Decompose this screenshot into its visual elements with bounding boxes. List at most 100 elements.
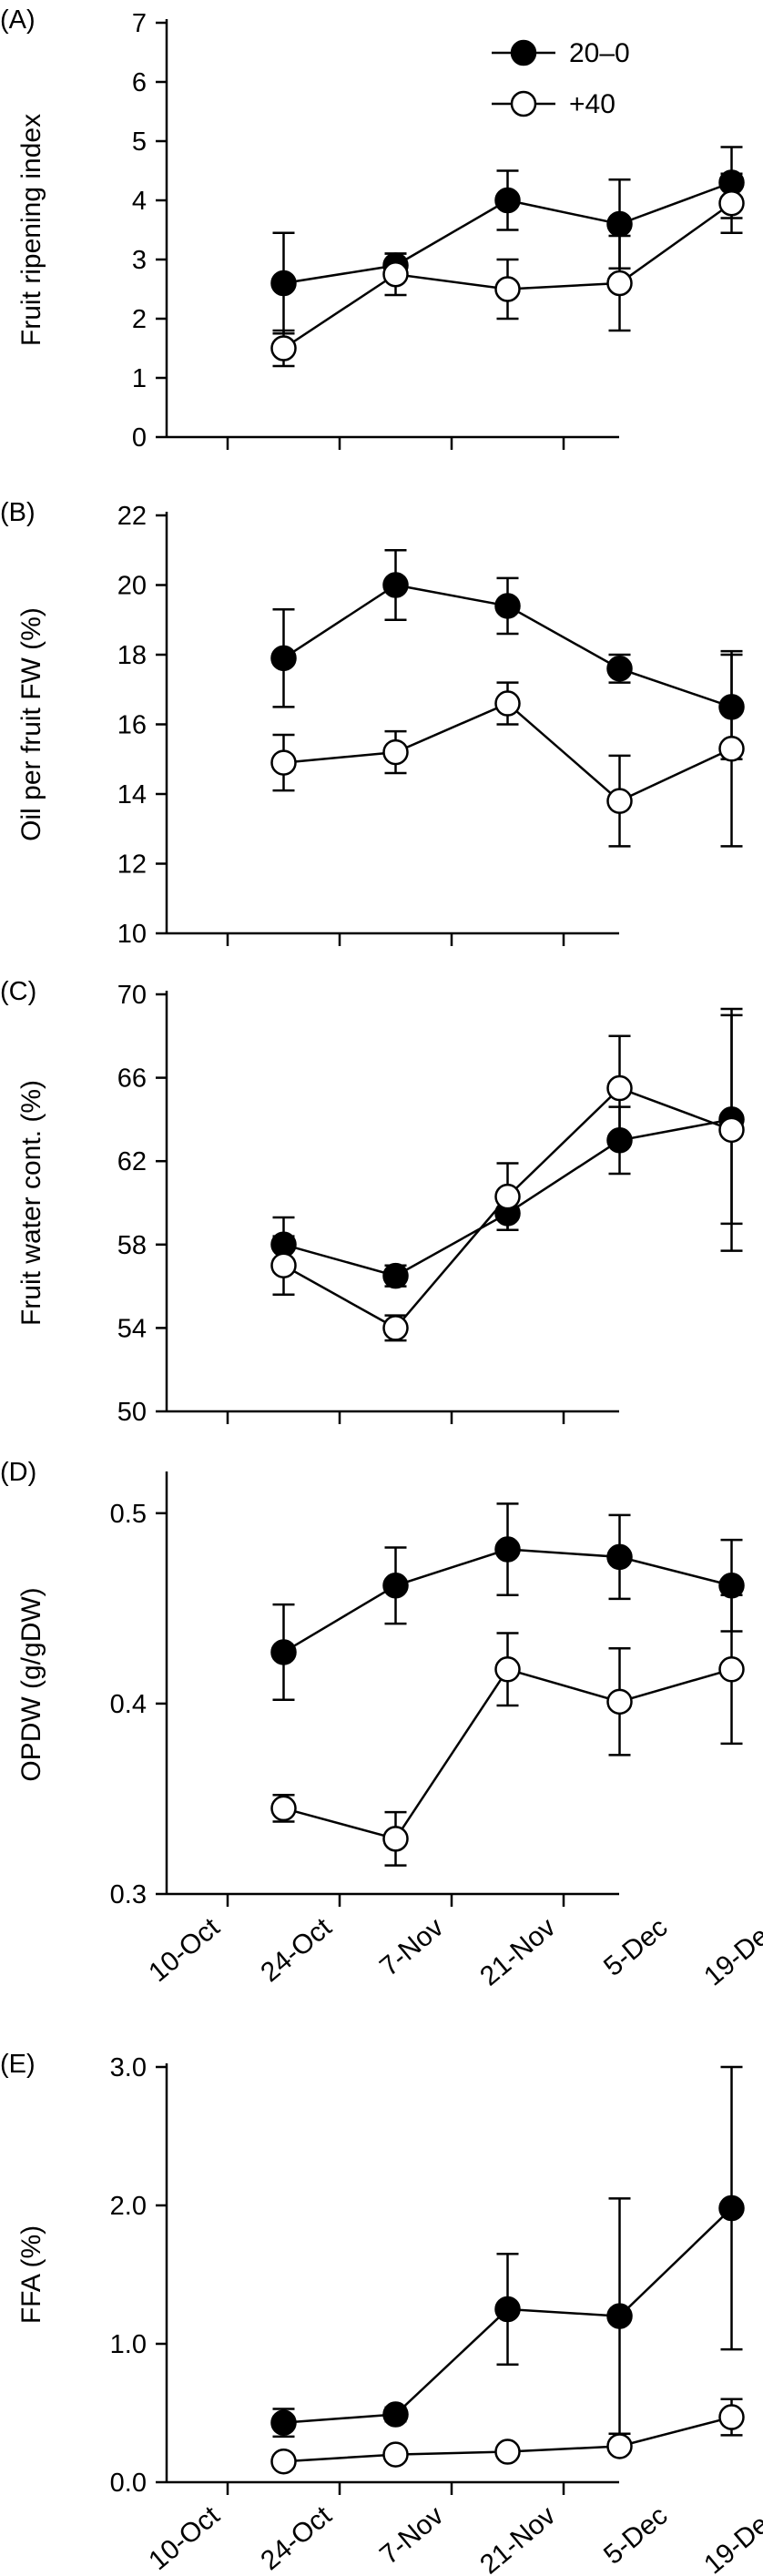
data-point-open (270, 1252, 297, 1278)
data-point-open (382, 1826, 409, 1852)
y-tick-label: 5 (132, 127, 147, 157)
y-tick-label: 58 (117, 1231, 147, 1260)
data-point-filled (606, 210, 633, 238)
data-point-open (382, 261, 409, 288)
x-tick-label: 10-Oct (143, 1912, 226, 1989)
y-tick-label: 6 (132, 68, 147, 97)
y-axis-title: Fruit ripening index (16, 114, 46, 346)
y-tick-label: 10 (117, 920, 147, 949)
data-point-filled (494, 2296, 521, 2323)
x-tick-label: 24-Oct (255, 2500, 338, 2576)
y-tick-label: 16 (117, 711, 147, 740)
data-point-open (494, 690, 521, 717)
y-tick-label: 66 (117, 1064, 147, 1094)
x-tick-label: 10-Oct (143, 2500, 226, 2576)
data-point-open (270, 749, 297, 776)
y-tick-label: 0.4 (110, 1690, 147, 1719)
y-tick-label: 22 (117, 502, 147, 531)
data-point-open (382, 2441, 409, 2468)
data-point-open (270, 2448, 297, 2475)
data-point-open (494, 1183, 521, 1210)
y-tick-label: 14 (117, 780, 147, 809)
y-tick-label: 3.0 (110, 2053, 147, 2082)
x-tick-label: 5-Dec (598, 1912, 674, 1982)
chart-panel-b: 10 12 14 16 18 20 22 Oil per fruit FW (%) (B) (0, 498, 745, 949)
y-tick-label: 4 (132, 187, 147, 216)
data-point-filled (270, 2409, 297, 2436)
panel-label: (A) (0, 5, 36, 35)
y-axis-title: Oil per fruit FW (%) (16, 607, 46, 841)
y-tick-label: 12 (117, 850, 147, 880)
data-point-filled (270, 270, 297, 297)
legend-label: 20–0 (569, 38, 630, 68)
data-point-filled (382, 1262, 409, 1289)
data-point-open (718, 190, 745, 217)
y-axis-title: Fruit water cont. (%) (16, 1080, 46, 1326)
data-point-open (718, 2404, 745, 2430)
data-point-open (606, 1074, 633, 1102)
data-point-open (718, 1656, 745, 1683)
data-point-filled (382, 1573, 409, 1599)
x-tick-label: 21-Nov (474, 1912, 561, 1991)
y-tick-label: 20 (117, 572, 147, 601)
y-tick-label: 1.0 (110, 2330, 147, 2359)
y-tick-label: 50 (117, 1398, 147, 1427)
chart-panel-a: 0 1 2 3 4 5 6 7 Fruit ripening index (A) 20–0 +40 (0, 5, 745, 453)
x-tick-label: 19-Dec (698, 2500, 763, 2576)
data-point-filled (494, 187, 521, 214)
x-tick-label: 7-Nov (374, 1912, 450, 1982)
x-tick-label: 19-Dec (698, 1912, 763, 1991)
chart-panel-c: 50 54 58 62 66 70 Fruit water cont. (%) (C) (0, 977, 745, 1427)
panel-label: (D) (0, 1458, 36, 1487)
data-point-filled (494, 1536, 521, 1563)
y-tick-label: 1 (132, 364, 147, 393)
data-point-filled (606, 656, 633, 682)
data-point-open (270, 1795, 297, 1822)
y-tick-label: 7 (132, 9, 147, 38)
data-point-filled (382, 572, 409, 598)
panel-label: (E) (0, 2050, 36, 2079)
x-tick-label: 24-Oct (255, 1912, 338, 1989)
y-tick-label: 0 (132, 423, 147, 453)
data-point-open (718, 736, 745, 762)
data-point-open (606, 2433, 633, 2459)
x-tick-label: 21-Nov (474, 2500, 561, 2576)
y-tick-label: 2 (132, 305, 147, 334)
panel-label: (B) (0, 498, 36, 527)
y-tick-label: 2.0 (110, 2192, 147, 2221)
legend: 20–0 +40 (492, 38, 630, 119)
data-point-open (494, 276, 521, 302)
data-point-open (382, 1315, 409, 1341)
chart-panel-e: 0.0 1.0 2.0 3.0 10-Oct 24-Oct 7-Nov 21-Nov 5-Dec… (0, 2050, 763, 2576)
data-point-filled (270, 645, 297, 672)
y-tick-label: 0.5 (110, 1500, 147, 1529)
data-point-open (718, 1116, 745, 1144)
data-point-filled (270, 1639, 297, 1665)
data-point-open (606, 1688, 633, 1716)
legend-label: +40 (569, 89, 615, 119)
legend-marker-filled (510, 39, 537, 66)
legend-marker-open (510, 90, 537, 117)
y-tick-label: 0.3 (110, 1880, 147, 1909)
data-point-filled (606, 2303, 633, 2329)
y-tick-label: 70 (117, 981, 147, 1010)
x-tick-label: 5-Dec (598, 2500, 674, 2571)
panel-label: (C) (0, 977, 36, 1006)
y-axis-title: OPDW (g/gDW) (16, 1587, 46, 1781)
data-point-open (494, 1656, 521, 1683)
data-point-filled (606, 1543, 633, 1571)
y-tick-label: 0.0 (110, 2469, 147, 2498)
data-point-filled (382, 2401, 409, 2428)
y-tick-label: 3 (132, 246, 147, 275)
data-point-filled (494, 593, 521, 619)
y-tick-label: 54 (117, 1314, 147, 1343)
chart-panel-d: 0.3 0.4 0.5 10-Oct 24-Oct 7-Nov 21-Nov 5-Dec 19-… (0, 1458, 763, 1992)
y-tick-label: 62 (117, 1147, 147, 1176)
x-tick-label: 7-Nov (374, 2500, 450, 2571)
data-point-open (270, 335, 297, 361)
data-point-open (494, 2439, 521, 2465)
y-tick-label: 18 (117, 641, 147, 670)
data-point-open (606, 788, 633, 814)
data-point-filled (718, 1573, 745, 1599)
